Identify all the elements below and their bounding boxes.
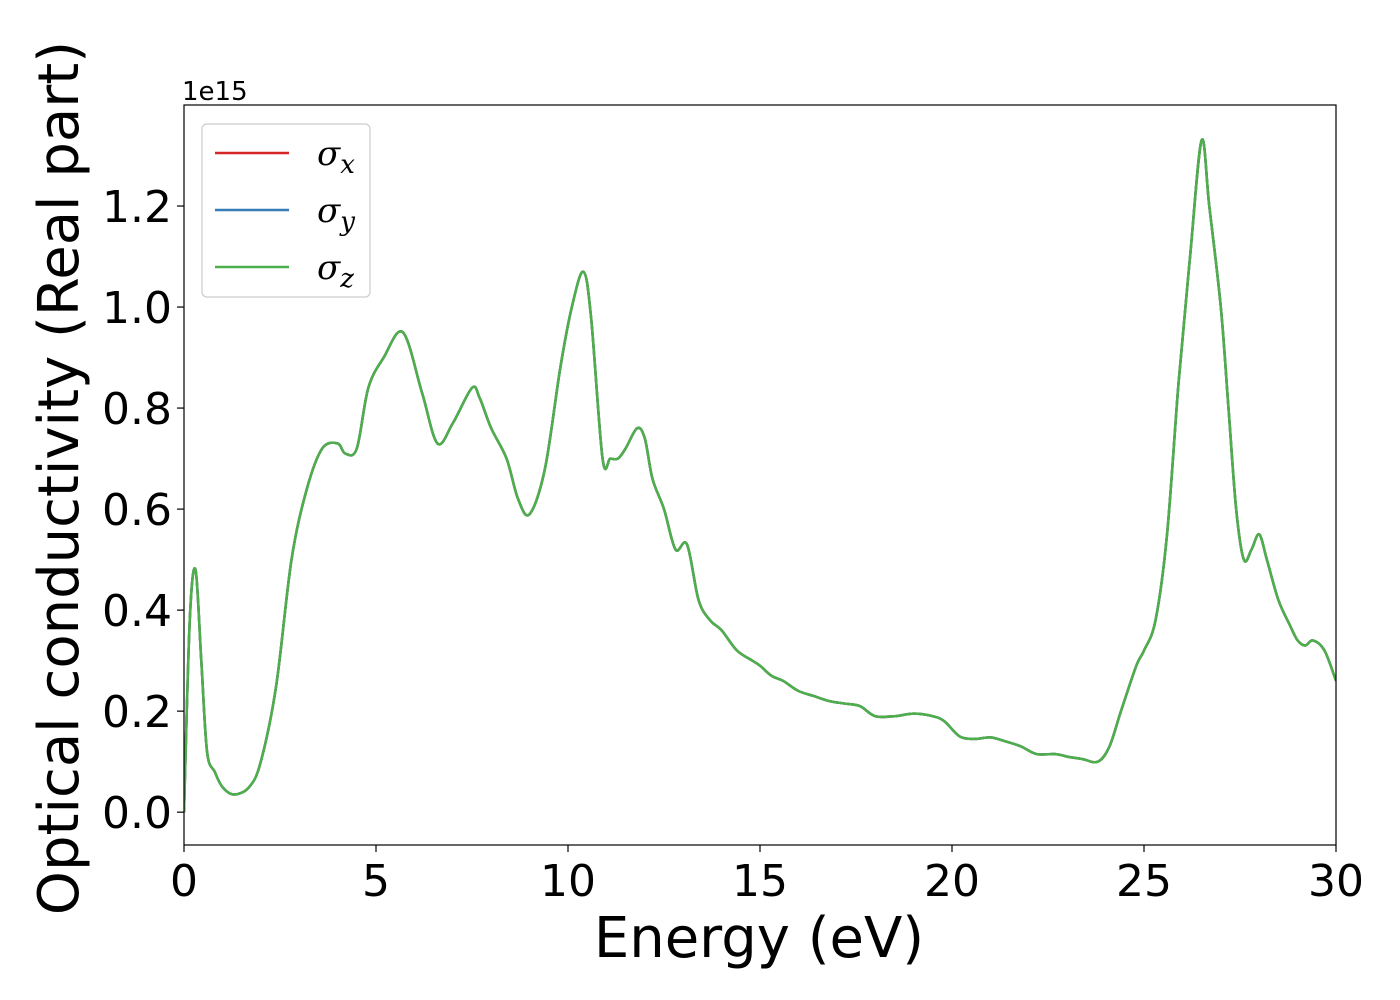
x-tick-label: 5 bbox=[362, 856, 390, 907]
y-axis-label: Optical conductivity (Real part) bbox=[27, 41, 92, 915]
legend-label: σx bbox=[317, 134, 355, 180]
x-tick-label: 0 bbox=[170, 856, 198, 907]
x-tick-label: 20 bbox=[924, 856, 980, 907]
y-tick-label: 0.4 bbox=[102, 586, 172, 637]
legend-label: σz bbox=[317, 248, 354, 294]
axes-frame bbox=[183, 104, 1337, 846]
y-tick-label: 1.0 bbox=[102, 283, 172, 334]
y-axis-ticks: 0.0 0.2 0.4 0.6 0.8 1.0 1.2 bbox=[102, 182, 184, 839]
series-lines bbox=[184, 138, 1336, 813]
y-tick-label: 1.2 bbox=[102, 182, 172, 233]
y-tick-label: 0.0 bbox=[102, 788, 172, 839]
y-tick-label: 0.8 bbox=[102, 384, 172, 435]
y-offset-label: 1e15 bbox=[182, 77, 248, 107]
x-tick-label: 30 bbox=[1308, 856, 1364, 907]
x-axis-label: Energy (eV) bbox=[594, 906, 924, 971]
x-tick-label: 15 bbox=[732, 856, 788, 907]
x-tick-label: 10 bbox=[540, 856, 596, 907]
legend: σx σy σz bbox=[201, 123, 371, 298]
y-tick-label: 0.6 bbox=[102, 485, 172, 536]
y-tick-label: 0.2 bbox=[102, 687, 172, 738]
series-line-3 bbox=[184, 138, 1336, 813]
x-tick-label: 25 bbox=[1116, 856, 1172, 907]
x-axis-ticks: 0 5 10 15 20 25 30 bbox=[170, 845, 1364, 907]
legend-label: σy bbox=[317, 191, 355, 237]
